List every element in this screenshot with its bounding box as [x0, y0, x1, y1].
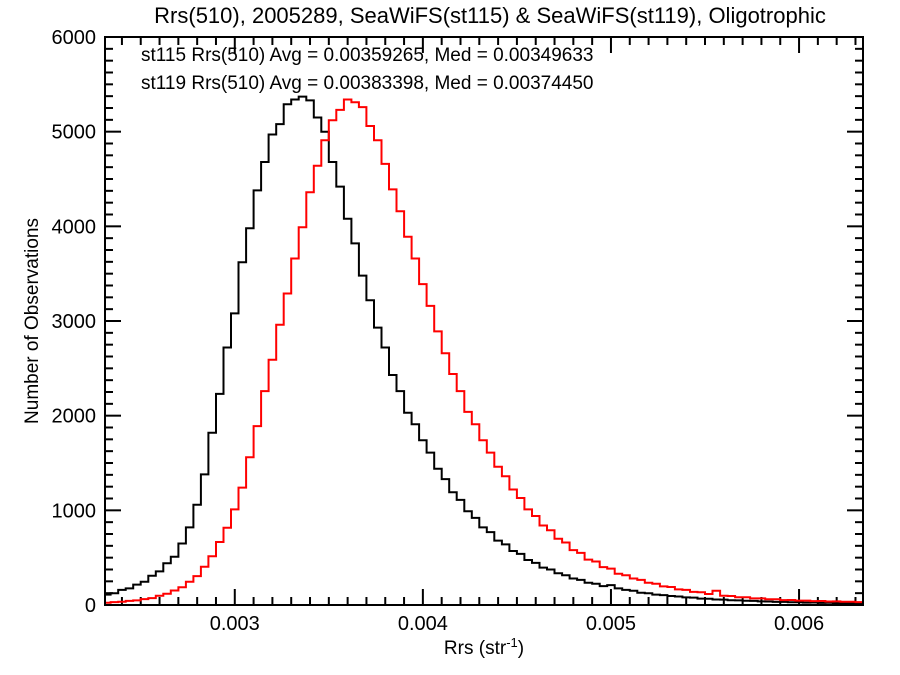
y-tick-label: 6000: [52, 27, 97, 49]
x-tick-label: 0.003: [210, 613, 260, 635]
axis-tick-labels: 0.003 0.004 0.005 0.006 0 1000 2000 3000 4000 500…: [52, 27, 825, 635]
x-tick-label: 0.006: [774, 613, 824, 635]
histogram-curves: [105, 95, 863, 605]
x-axis-label: Rrs (str-1): [444, 635, 524, 659]
legend-entry-st115: st115 Rrs(510) Avg = 0.00359265, Med = 0…: [141, 45, 593, 66]
y-tick-label: 2000: [52, 406, 97, 428]
y-tick-label: 1000: [52, 500, 97, 522]
x-axis-label-suffix: ): [518, 638, 524, 659]
series-st115-curve: [105, 95, 863, 605]
x-axis-label-sup: -1: [506, 635, 518, 650]
y-tick-label: 4000: [52, 216, 97, 238]
x-axis-label-prefix: Rrs (str: [444, 638, 507, 659]
x-tick-label: 0.004: [398, 613, 448, 635]
series-st119-curve: [105, 98, 863, 604]
legend-entry-st119: st119 Rrs(510) Avg = 0.00383398, Med = 0…: [141, 73, 593, 94]
y-tick-label: 0: [85, 595, 96, 617]
chart-title: Rrs(510), 2005289, SeaWiFS(st115) & SeaW…: [154, 3, 826, 28]
plot-frame: [104, 36, 864, 606]
y-axis-label: Number of Observations: [22, 218, 43, 424]
y-tick-label: 3000: [52, 311, 97, 333]
x-tick-label: 0.005: [586, 613, 636, 635]
axis-ticks: [105, 37, 863, 605]
y-tick-label: 5000: [52, 122, 97, 144]
